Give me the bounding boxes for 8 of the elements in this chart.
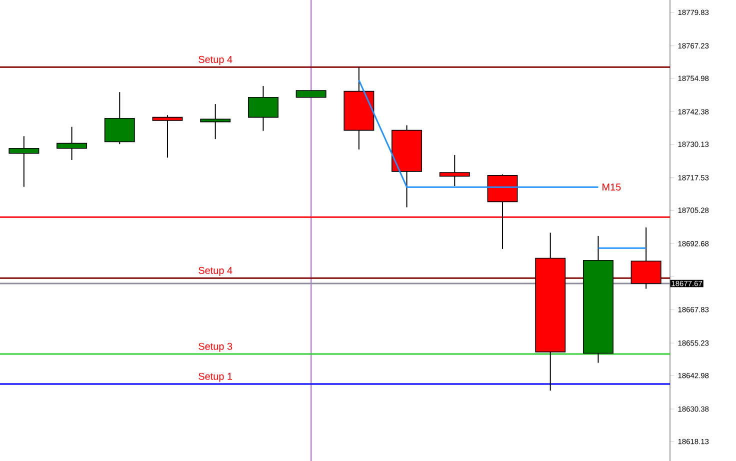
candlestick — [439, 154, 470, 187]
ref-line-label: Setup 3 — [198, 342, 232, 352]
ref-line-label: Setup 4 — [198, 266, 232, 276]
ref-line-label: Setup 4 — [198, 56, 232, 65]
series-label: M15 — [602, 184, 621, 191]
ref-line-label: Setup 1 — [198, 372, 232, 382]
candlestick — [8, 136, 40, 188]
candlestick — [152, 114, 183, 158]
